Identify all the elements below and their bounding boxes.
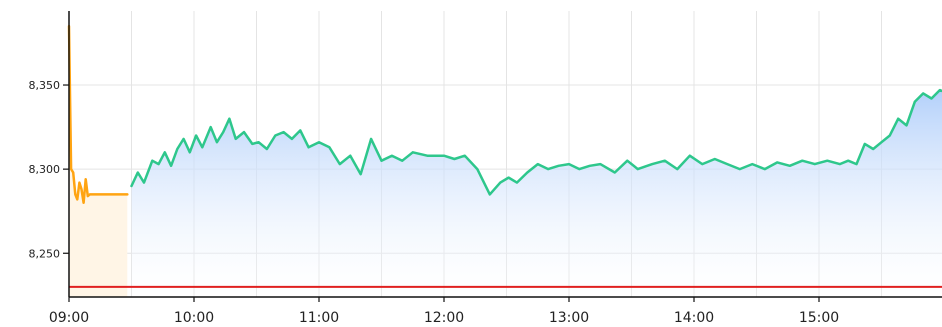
x-tick-label: 13:00 (549, 310, 589, 326)
area-fills (69, 26, 942, 297)
tick-labels: 8,250 8,300 8,350 09:00 10:00 11:00 12:00 13:00… (29, 79, 840, 326)
axes (63, 11, 942, 302)
x-tick-label: 11:00 (299, 310, 339, 326)
y-tick-label: 8,300 (29, 163, 61, 176)
pre-open-line (67, 24, 129, 205)
x-tick-label: 10:00 (174, 310, 214, 326)
session-area (131, 90, 942, 297)
x-tick-label: 12:00 (424, 310, 464, 326)
y-tick-label: 8,350 (29, 79, 61, 92)
x-tick-label: 09:00 (49, 310, 89, 326)
pre-open-area (69, 26, 128, 297)
series-lines (67, 24, 942, 205)
x-tick-label: 14:00 (674, 310, 714, 326)
y-tick-label: 8,250 (29, 247, 61, 260)
session-line (130, 88, 942, 196)
x-tick-label: 15:00 (799, 310, 839, 326)
